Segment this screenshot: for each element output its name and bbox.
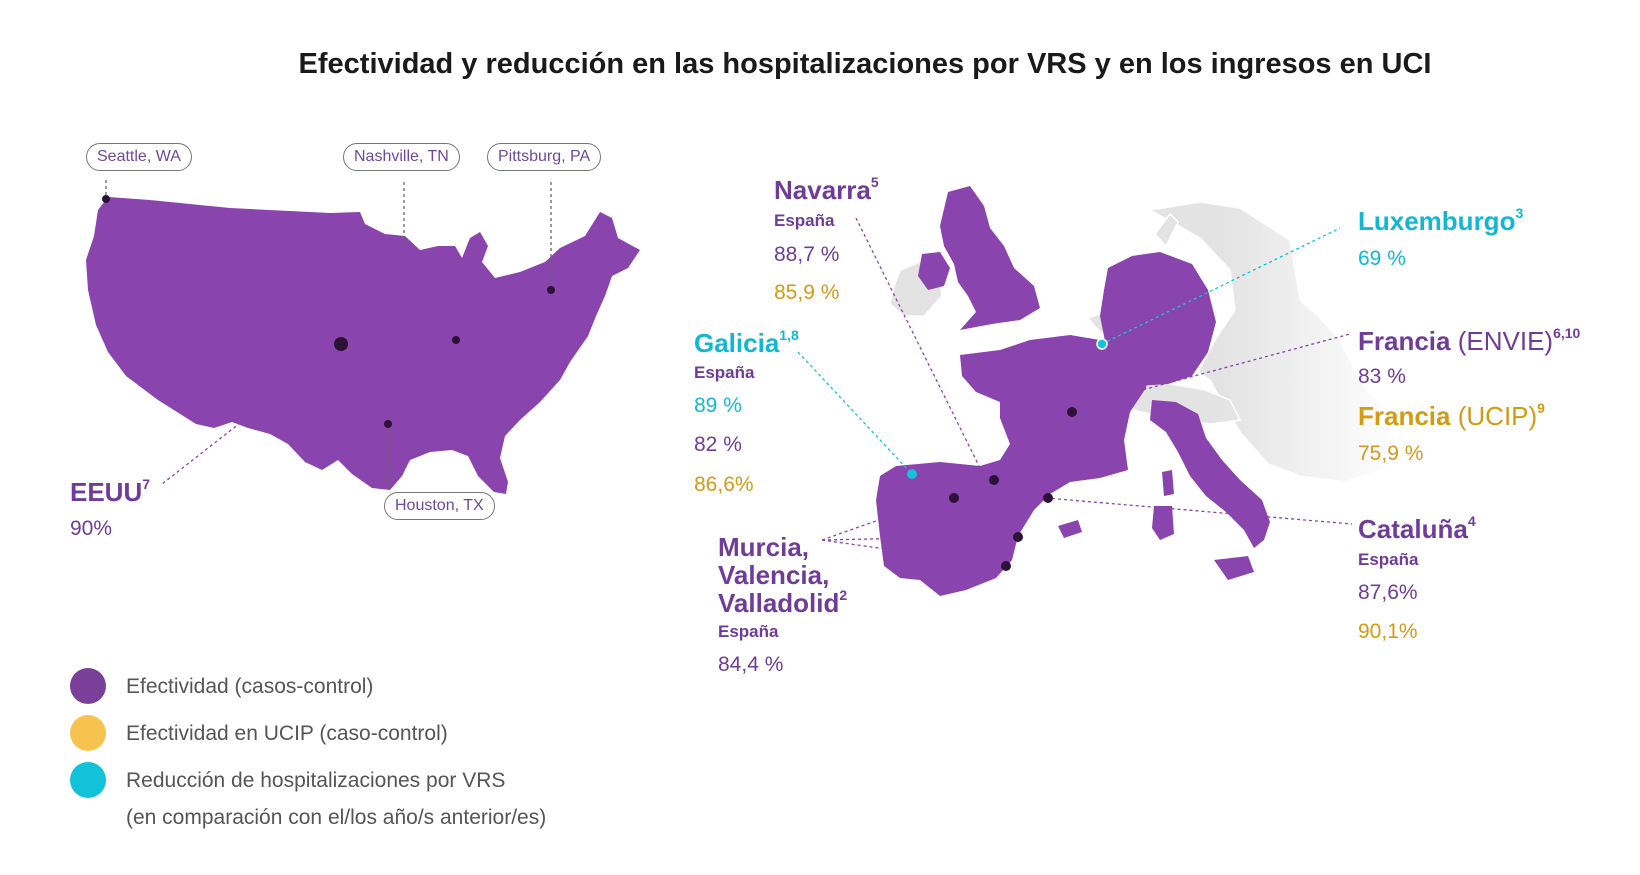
- usa-map: [86, 197, 640, 494]
- cataluna-value-effectiveness: 87,6%: [1358, 581, 1418, 604]
- france-iberia-map: [876, 335, 1150, 596]
- valladolid-label-line3: Valladolid2: [718, 587, 848, 618]
- murcia-country: España: [718, 622, 779, 641]
- map-fade: [1220, 180, 1400, 510]
- legend-effectiveness-dot: [70, 668, 106, 704]
- luxemburgo-label: Luxemburgo3: [1358, 205, 1524, 236]
- valencia-label-line2: Valencia,: [718, 560, 830, 590]
- navarra-country: España: [774, 211, 835, 230]
- usa-label: EEUU7: [70, 476, 151, 507]
- cataluna-label: Cataluña4: [1358, 513, 1476, 544]
- navarra-label: Navarra5: [774, 174, 879, 205]
- galicia-country: España: [694, 363, 755, 382]
- study-markers: [102, 195, 1077, 571]
- navarra-value-effectiveness: 88,7 %: [774, 243, 840, 266]
- francia-envie-label: Francia (ENVIE)6,10: [1358, 325, 1581, 356]
- corsica-map: [1162, 470, 1174, 496]
- germany-map: [1100, 252, 1216, 386]
- galicia-value-ucip: 86,6%: [694, 473, 754, 496]
- francia-envie-value: 83 %: [1358, 365, 1406, 388]
- legend-reduction-label: Reducción de hospitalizaciones por VRS: [126, 769, 506, 792]
- murcia-value: 84,4 %: [718, 653, 784, 676]
- murcia-label-line1: Murcia,: [718, 532, 810, 562]
- legend-ucip-label: Efectividad en UCIP (caso-control): [126, 722, 448, 745]
- uk-map: [940, 186, 1040, 330]
- usa-value: 90%: [70, 517, 113, 540]
- francia-ucip-label: Francia (UCIP)9: [1358, 400, 1545, 431]
- sardinia-map: [1152, 506, 1174, 540]
- legend-ucip-dot: [70, 715, 106, 751]
- legend-reduction-dot: [70, 762, 106, 798]
- city-pill-pittsburg: Pittsburg, PA: [487, 143, 602, 171]
- page-title: Efectividad y reducción en las hospitali…: [298, 48, 1432, 80]
- galicia-label: Galicia1,8: [694, 327, 799, 358]
- connector-lines: [105, 180, 1353, 567]
- italy-map: [1150, 400, 1270, 548]
- francia-ucip-value: 75,9 %: [1358, 442, 1424, 465]
- galicia-value-reduction: 89 %: [694, 394, 742, 417]
- cataluna-country: España: [1358, 550, 1419, 569]
- cataluna-value-ucip: 90,1%: [1358, 620, 1418, 643]
- legend-reduction-label-line2: (en comparación con el/los año/s anterio…: [126, 806, 547, 829]
- luxemburgo-value: 69 %: [1358, 247, 1406, 270]
- europe-highlighted-countries: [876, 186, 1270, 596]
- galicia-value-effectiveness: 82 %: [694, 433, 742, 456]
- city-pill-nashville: Nashville, TN: [343, 143, 460, 171]
- galicia-marker: [907, 469, 917, 479]
- ireland-map: [918, 252, 950, 290]
- baleares-map: [1058, 520, 1082, 538]
- navarra-value-ucip: 85,9 %: [774, 281, 840, 304]
- legend-effectiveness-label: Efectividad (casos-control): [126, 675, 374, 698]
- city-pill-houston: Houston, TX: [384, 492, 495, 520]
- city-pill-seattle: Seattle, WA: [86, 143, 192, 171]
- sicily-map: [1214, 556, 1254, 580]
